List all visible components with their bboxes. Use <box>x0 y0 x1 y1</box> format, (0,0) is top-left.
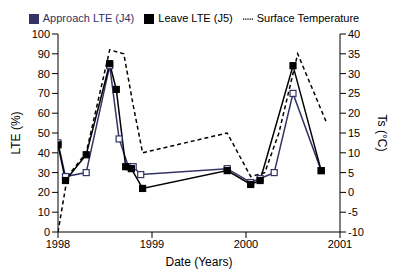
svg-text:1998: 1998 <box>46 238 70 250</box>
html-text:Approach LTE (J4): Approach LTE (J4) <box>42 12 135 24</box>
svg-text:90: 90 <box>38 48 50 60</box>
svg-text:30: 30 <box>38 167 50 179</box>
svg-text:2000: 2000 <box>234 238 258 250</box>
svg-text:70: 70 <box>38 87 50 99</box>
svg-text:-5: -5 <box>348 206 358 218</box>
svg-text:LTE (%): LTE (%) <box>9 111 23 154</box>
svg-text:35: 35 <box>348 48 360 60</box>
html-text:Leave LTE (J5): Leave LTE (J5) <box>158 12 233 24</box>
svg-text:-10: -10 <box>348 226 364 238</box>
html-text:Surface Temperature: Surface Temperature <box>256 12 360 24</box>
svg-text:80: 80 <box>38 68 50 80</box>
svg-text:5: 5 <box>348 167 354 179</box>
svg-text:Date (Years): Date (Years) <box>166 255 233 269</box>
svg-text:60: 60 <box>38 107 50 119</box>
svg-text:20: 20 <box>348 107 360 119</box>
svg-text:1999: 1999 <box>140 238 164 250</box>
svg-text:10: 10 <box>38 206 50 218</box>
svg-text:15: 15 <box>348 127 360 139</box>
svg-text:40: 40 <box>38 147 50 159</box>
svg-text:0: 0 <box>44 226 50 238</box>
svg-text:10: 10 <box>348 147 360 159</box>
svg-text:50: 50 <box>38 127 50 139</box>
svg-text:Ts (°C): Ts (°C) <box>375 115 389 152</box>
svg-text:2001: 2001 <box>328 238 352 250</box>
svg-text:30: 30 <box>348 68 360 80</box>
svg-text:25: 25 <box>348 87 360 99</box>
svg-text:40: 40 <box>348 28 360 40</box>
svg-text:100: 100 <box>32 28 50 40</box>
svg-text:20: 20 <box>38 186 50 198</box>
svg-text:0: 0 <box>348 186 354 198</box>
